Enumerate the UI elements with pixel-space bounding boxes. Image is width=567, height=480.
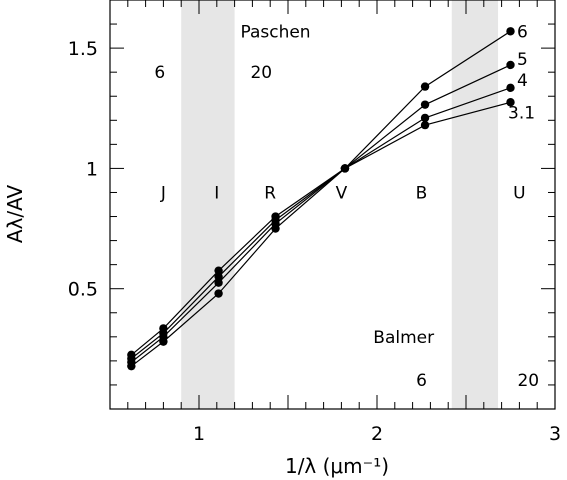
data-point — [506, 27, 515, 36]
axis-ticks — [109, 0, 556, 409]
x-axis-title: 1/λ (μm⁻¹) — [285, 454, 389, 478]
series-points — [127, 27, 515, 371]
series-label: 3.1 — [508, 103, 535, 123]
data-point — [214, 289, 223, 298]
series-label: 4 — [517, 71, 528, 91]
band-annotations: Paschen 6 20 Balmer 6 20 — [154, 22, 539, 391]
data-point — [506, 83, 515, 93]
band-letter: I — [214, 183, 219, 203]
band-letter: R — [264, 183, 276, 203]
shaded-band — [451, 0, 499, 409]
band-annotation: 20 — [517, 371, 539, 391]
band-letter: J — [160, 183, 166, 203]
data-point — [271, 224, 280, 233]
band-letter: V — [336, 183, 348, 203]
data-point — [420, 120, 430, 130]
band-annotation: 6 — [416, 371, 427, 391]
data-point — [420, 100, 430, 109]
shaded-band — [181, 0, 235, 409]
tick-labels: 1 2 3 0.5 1 1.5 — [68, 38, 561, 445]
data-point — [214, 266, 223, 275]
x-tick-label: 1 — [193, 423, 205, 445]
shaded-bands — [181, 0, 499, 409]
data-point — [127, 361, 136, 371]
data-point — [159, 337, 168, 346]
x-tick-label: 3 — [549, 423, 561, 445]
data-point — [214, 278, 223, 287]
data-point — [340, 164, 350, 173]
band-annotation: 6 — [154, 63, 165, 83]
data-point — [506, 60, 515, 70]
data-point — [420, 82, 430, 91]
band-annotation: Balmer — [373, 328, 434, 348]
y-tick-label: 1 — [86, 158, 98, 180]
x-tick-label: 2 — [371, 423, 383, 445]
data-point — [420, 113, 430, 123]
plot-frame — [109, 0, 556, 410]
series-label: 5 — [517, 50, 528, 70]
band-letter: B — [416, 183, 428, 203]
series-labels: 6 54 3.1 — [508, 22, 535, 123]
data-point — [506, 98, 515, 107]
band-annotation: 20 — [250, 63, 272, 83]
y-tick-label: 0.5 — [68, 279, 98, 301]
band-letter: U — [513, 183, 525, 203]
y-tick-label: 1.5 — [68, 38, 98, 60]
data-point — [214, 272, 223, 281]
band-annotation: Paschen — [240, 22, 310, 42]
y-axis-title: Aλ/AV — [3, 185, 27, 244]
series-label: 6 — [517, 22, 528, 42]
